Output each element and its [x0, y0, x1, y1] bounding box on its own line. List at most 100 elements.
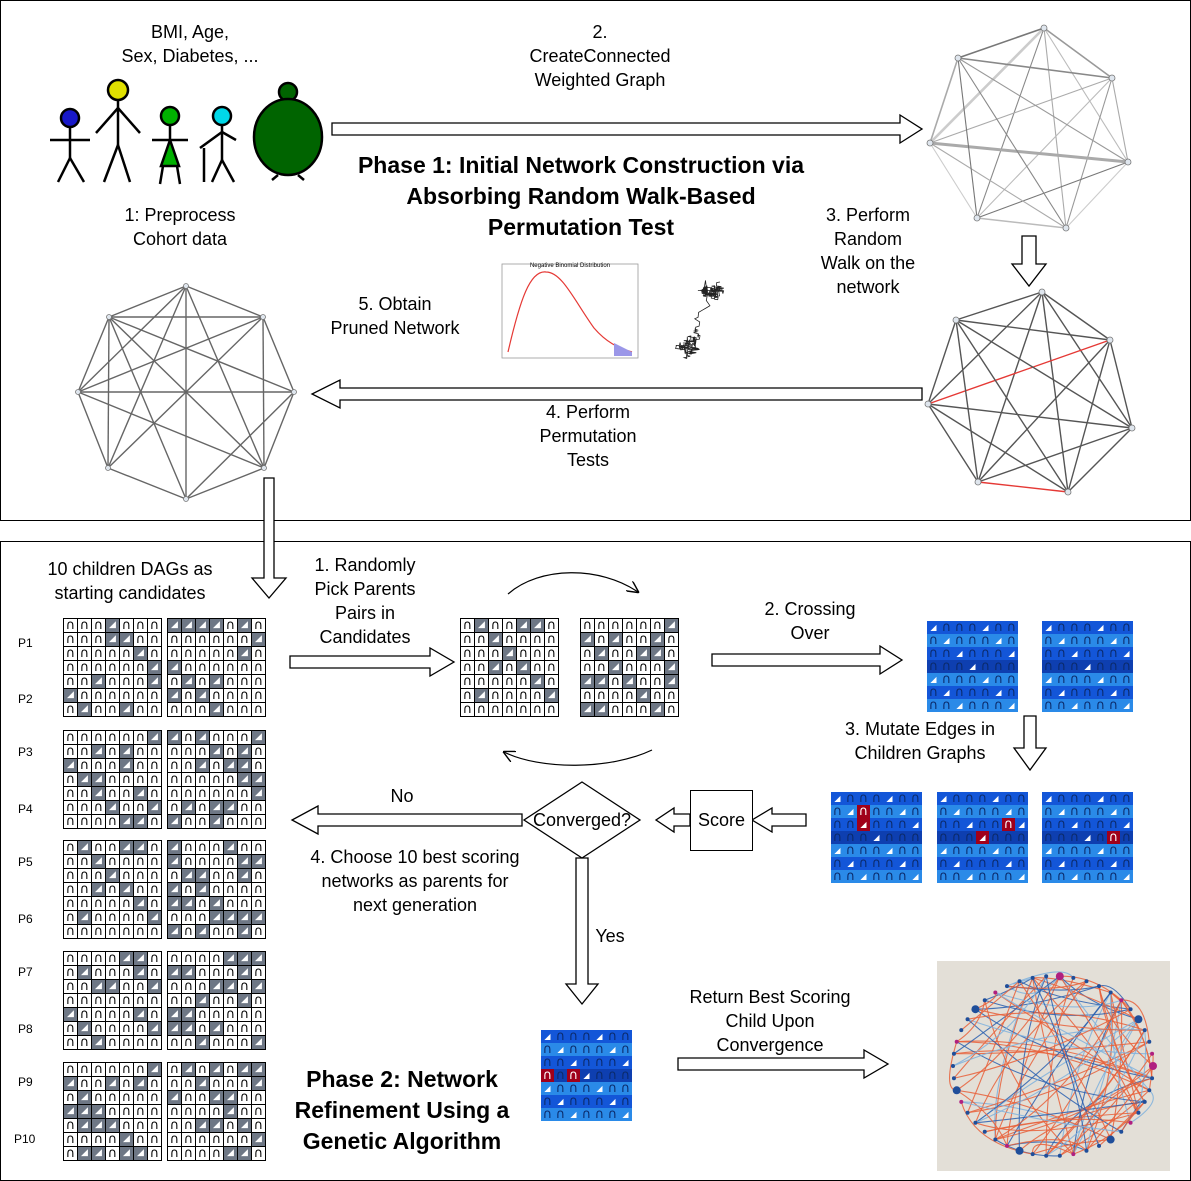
graph-node	[1134, 1015, 1143, 1024]
adjacency-cell: ∩	[1015, 791, 1028, 806]
adjacency-cell: ∩	[870, 856, 883, 871]
adjacency-cell: ∩	[870, 843, 883, 858]
adjacency-cell: ∩	[64, 801, 77, 814]
adjacency-cell: ∩	[182, 911, 195, 924]
adjacency-cell: ◢	[966, 660, 979, 673]
adjacency-cell: ∩	[1068, 843, 1081, 858]
adjacency-cell: ∩	[1094, 804, 1107, 819]
adjacency-cell: ∩	[120, 925, 133, 938]
adjacency-cell: ∩	[637, 661, 650, 674]
adjacency-cell: ∩	[168, 869, 181, 882]
cohort-attributes: BMI, Age, Sex, Diabetes, ...	[121, 22, 259, 66]
adjacency-cell: ◢	[120, 759, 133, 772]
phase2-title: Phase 2: Network Refinement Using a Gene…	[294, 1066, 510, 1154]
adjacency-cell: ∩	[106, 647, 119, 660]
adjacency-cell: ∩	[503, 661, 516, 674]
adjacency-cell: ◢	[134, 1008, 147, 1021]
adjacency-cell: ∩	[1107, 830, 1120, 845]
adjacency-cell: ∩	[182, 689, 195, 702]
adjacency-cell: ∩	[665, 689, 678, 702]
adjacency-cell: ∩	[567, 1042, 580, 1057]
adjacency-cell: ∩	[210, 869, 223, 882]
phase1-arrows	[250, 113, 1048, 600]
adjacency-cell: ∩	[64, 647, 77, 660]
adjacency-cell: ◢	[78, 841, 91, 854]
graph-edge	[1120, 999, 1153, 1079]
adjacency-cell: ◢	[224, 801, 237, 814]
graph-edge	[1072, 1077, 1153, 1155]
adjacency-cell: ∩	[1120, 804, 1133, 819]
adjacency-cell: ∩	[619, 1068, 632, 1083]
adjacency-cell: ∩	[196, 1105, 209, 1118]
adjacency-cell: ∩	[168, 1077, 181, 1090]
adjacency-cell: ◢	[120, 815, 133, 828]
adjacency-cell: ∩	[252, 1091, 265, 1104]
adjacency-cell: ∩	[196, 675, 209, 688]
adjacency-cell: ◢	[182, 869, 195, 882]
adjacency-cell: ∩	[623, 647, 636, 660]
yes-label: Yes	[595, 926, 625, 946]
adjacency-cell: ∩	[92, 841, 105, 854]
adjacency-cell: ∩	[106, 1147, 119, 1160]
adjacency-cell: ∩	[148, 1008, 161, 1021]
adjacency-cell: ◢	[120, 1147, 133, 1160]
adjacency-cell: ∩	[580, 1055, 593, 1070]
graph-edge	[955, 319, 1111, 341]
adjacency-cell: ∩	[106, 925, 119, 938]
adjacency-cell: ∩	[609, 647, 622, 660]
graph-edge	[1111, 77, 1129, 163]
graph-node	[959, 1099, 964, 1104]
adjacency-cell: ∩	[120, 801, 133, 814]
adjacency-cell: ◢	[224, 759, 237, 772]
adjacency-cell: ∩	[489, 647, 502, 660]
adjacency-cell: ∩	[134, 759, 147, 772]
adjacency-cell: ∩	[182, 925, 195, 938]
adjacency-cell: ◢	[238, 1063, 251, 1076]
graph-node	[1015, 1146, 1024, 1155]
adjacency-cell: ◢	[120, 633, 133, 646]
graph-edge	[1019, 980, 1131, 1010]
adjacency-cell: ∩	[78, 745, 91, 758]
adjacency-cell: ∩	[595, 661, 608, 674]
graph-node	[1017, 979, 1022, 984]
adjacency-cell: ∩	[489, 703, 502, 716]
graph-node	[926, 139, 934, 147]
adjacency-cell: ∩	[64, 661, 77, 674]
graph-edge	[1110, 992, 1132, 1123]
adjacency-cell: ∩	[927, 698, 940, 713]
adjacency-cell: ∩	[78, 1063, 91, 1076]
adjacency-cell: ∩	[1042, 659, 1055, 674]
graph-node	[1124, 158, 1132, 166]
graph-edge	[976, 27, 1045, 219]
person-icon	[95, 78, 141, 183]
adjacency-cell: ∩	[581, 689, 594, 702]
adjacency-cell: ∩	[606, 1081, 619, 1096]
adjacency-cell: ◢	[976, 831, 989, 844]
adjacency-cell: ∩	[1081, 856, 1094, 871]
adjacency-cell: ◢	[489, 633, 502, 646]
adjacency-cell: ◢	[106, 619, 119, 632]
adjacency-cell: ∩	[78, 633, 91, 646]
adjacency-cell: ∩	[1055, 843, 1068, 858]
graph-node	[1149, 1062, 1157, 1070]
adjacency-cell: ∩	[238, 841, 251, 854]
adjacency-cell: ∩	[64, 1133, 77, 1146]
adjacency-cell: ∩	[238, 1022, 251, 1035]
graph-node	[1057, 1153, 1062, 1158]
adjacency-cell: ∩	[1120, 620, 1133, 635]
adjacency-cell: ∩	[976, 869, 989, 884]
adjacency-cell: ◢	[92, 883, 105, 896]
adjacency-cell: ∩	[224, 731, 237, 744]
adjacency-cell: ∩	[953, 659, 966, 674]
adjacency-cell: ◢	[168, 855, 181, 868]
adjacency-cell: ∩	[844, 791, 857, 806]
graph-edge	[952, 1028, 1145, 1067]
graph-node	[1119, 1129, 1124, 1134]
graph-edge	[955, 319, 1133, 429]
adjacency-cell: ∩	[1055, 620, 1068, 635]
graph-edge	[185, 467, 265, 500]
adjacency-cell: ∩	[1081, 817, 1094, 832]
adjacency-cell: ∩	[78, 855, 91, 868]
adjacency-cell: ∩	[196, 952, 209, 965]
graph-node	[1071, 1152, 1076, 1157]
